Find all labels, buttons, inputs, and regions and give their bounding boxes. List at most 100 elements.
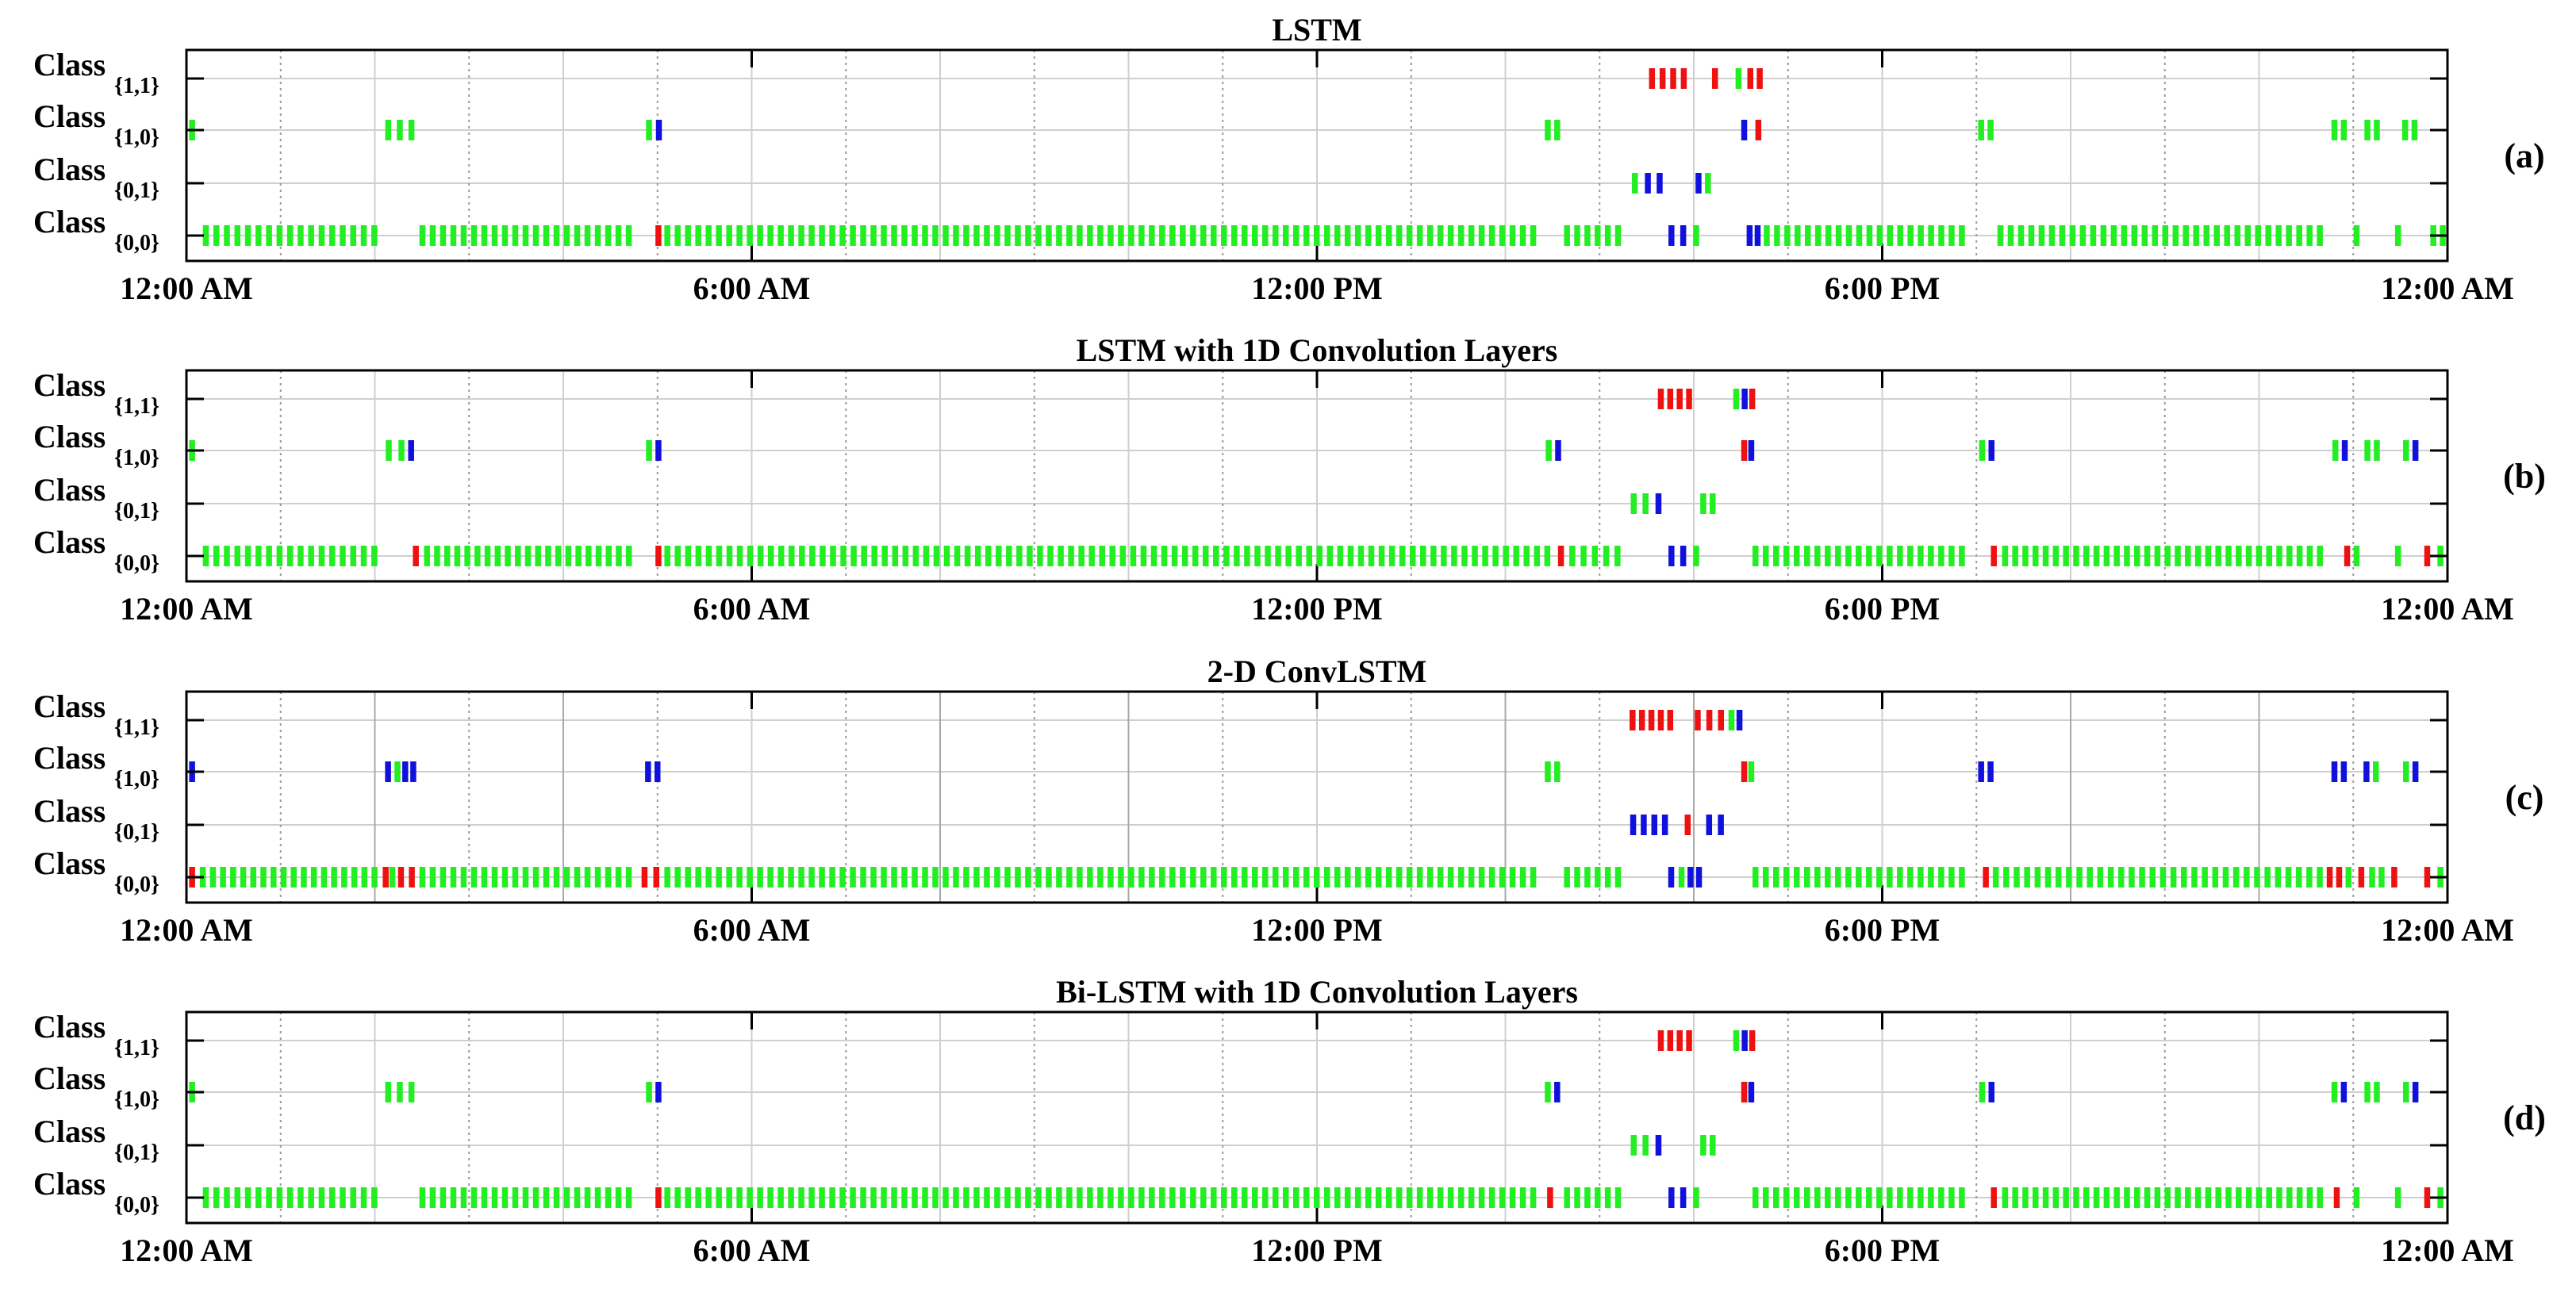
class-marker bbox=[655, 1082, 662, 1102]
class-marker bbox=[1190, 1187, 1196, 1208]
class-marker bbox=[1037, 546, 1043, 566]
marker-segment-green bbox=[389, 867, 396, 888]
class-marker bbox=[1488, 225, 1495, 246]
class-marker bbox=[2317, 867, 2323, 888]
class-marker bbox=[2044, 867, 2052, 888]
marker-segment-red bbox=[1711, 68, 1718, 89]
class-marker bbox=[2331, 1082, 2338, 1102]
class-marker bbox=[371, 1187, 378, 1208]
class-marker bbox=[912, 867, 918, 888]
class-marker bbox=[819, 867, 825, 888]
class-marker bbox=[524, 546, 532, 566]
class-marker bbox=[584, 1187, 591, 1208]
class-marker bbox=[2107, 867, 2114, 888]
class-marker bbox=[545, 546, 551, 566]
class-marker bbox=[2412, 1082, 2419, 1102]
marker-segment-red bbox=[2344, 546, 2351, 566]
class-marker bbox=[2215, 546, 2221, 566]
class-marker bbox=[1027, 546, 1033, 566]
class-marker bbox=[1545, 1082, 1551, 1102]
class-marker bbox=[2224, 225, 2230, 246]
class-marker bbox=[2066, 867, 2072, 888]
class-marker bbox=[230, 867, 236, 888]
class-marker bbox=[1680, 1187, 1687, 1208]
class-marker bbox=[1375, 225, 1382, 246]
class-marker bbox=[1544, 546, 1551, 566]
class-marker bbox=[2205, 546, 2212, 566]
class-marker bbox=[1149, 225, 1155, 246]
class-marker bbox=[932, 867, 939, 888]
class-marker bbox=[1046, 867, 1052, 888]
class-marker bbox=[1282, 1187, 1289, 1208]
class-marker bbox=[1814, 546, 1821, 566]
class-marker bbox=[1651, 815, 1658, 835]
class-marker bbox=[1804, 867, 1810, 888]
class-marker bbox=[2134, 546, 2140, 566]
marker-segment-blue bbox=[1668, 225, 1687, 246]
y-tick-subscript: {1,1} bbox=[114, 74, 159, 98]
class-marker bbox=[1231, 1187, 1238, 1208]
marker-segment-green bbox=[202, 546, 378, 566]
class-marker bbox=[2032, 1187, 2039, 1208]
class-marker bbox=[1150, 546, 1157, 566]
y-tick-label: Class bbox=[33, 1009, 106, 1045]
class-marker bbox=[301, 867, 307, 888]
class-marker bbox=[1077, 1187, 1083, 1208]
class-marker bbox=[255, 225, 262, 246]
class-marker bbox=[1534, 546, 1541, 566]
class-marker bbox=[2403, 761, 2409, 782]
class-marker bbox=[1015, 225, 1021, 246]
class-marker bbox=[1282, 867, 1289, 888]
class-marker bbox=[574, 867, 581, 888]
class-marker bbox=[1468, 1187, 1475, 1208]
class-marker bbox=[1025, 225, 1031, 246]
class-marker bbox=[1773, 867, 1779, 888]
class-marker bbox=[385, 120, 392, 140]
marker-segment-green bbox=[646, 440, 652, 461]
marker-segment-red bbox=[1557, 546, 1564, 566]
class-marker bbox=[1097, 867, 1104, 888]
x-tick-label: 6:00 PM bbox=[1825, 912, 1941, 948]
class-marker bbox=[767, 225, 774, 246]
class-marker bbox=[2353, 546, 2360, 566]
class-marker bbox=[1313, 1187, 1320, 1208]
class-marker bbox=[953, 1187, 959, 1208]
class-marker bbox=[450, 225, 457, 246]
class-marker bbox=[1242, 225, 1248, 246]
class-marker bbox=[328, 225, 336, 246]
marker-segment-blue bbox=[2412, 440, 2419, 461]
class-marker bbox=[2162, 225, 2169, 246]
class-marker bbox=[2063, 546, 2069, 566]
class-marker bbox=[2052, 1187, 2060, 1208]
class-marker bbox=[1866, 546, 1872, 566]
marker-segment-red bbox=[1991, 546, 1997, 566]
x-tick-label: 12:00 PM bbox=[1251, 912, 1383, 948]
marker-segment-green bbox=[1979, 1082, 1986, 1102]
class-marker bbox=[1630, 1135, 1637, 1156]
class-marker bbox=[2411, 120, 2418, 140]
class-marker bbox=[371, 225, 378, 246]
class-marker bbox=[234, 546, 241, 566]
class-marker bbox=[1979, 1082, 1986, 1102]
class-marker bbox=[2424, 546, 2431, 566]
class-marker bbox=[266, 1187, 272, 1208]
class-marker bbox=[2076, 867, 2083, 888]
class-marker bbox=[298, 225, 304, 246]
marker-segment-blue bbox=[655, 1082, 662, 1102]
marker-segment-green bbox=[1733, 389, 1740, 409]
marker-segment-blue bbox=[1630, 815, 1668, 835]
class-marker bbox=[942, 867, 949, 888]
class-marker bbox=[1016, 546, 1023, 566]
marker-segment-green bbox=[202, 1187, 378, 1208]
class-marker bbox=[798, 867, 804, 888]
class-marker bbox=[1468, 867, 1475, 888]
marker-segment-green bbox=[1700, 493, 1716, 514]
class-marker bbox=[308, 546, 314, 566]
class-marker bbox=[891, 867, 897, 888]
marker-segment-green bbox=[1545, 761, 1561, 782]
class-marker bbox=[705, 546, 712, 566]
class-marker bbox=[386, 440, 392, 461]
class-marker bbox=[1693, 1187, 1699, 1208]
class-marker bbox=[1088, 546, 1095, 566]
marker-segment-blue bbox=[1668, 867, 1675, 888]
